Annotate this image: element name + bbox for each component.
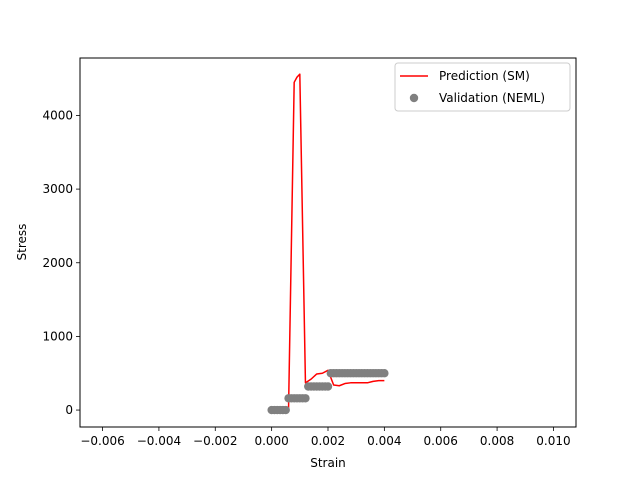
y-tick-label: 1000 xyxy=(42,329,73,343)
y-tick-label: 0 xyxy=(65,403,73,417)
legend-box xyxy=(394,62,571,112)
data-point-validation xyxy=(380,369,389,378)
y-tick-label: 2000 xyxy=(42,256,73,270)
x-tick-label: 0.002 xyxy=(311,434,345,448)
x-tick-label: −0.004 xyxy=(137,434,181,448)
data-point-validation xyxy=(323,382,333,391)
series-line-prediction xyxy=(271,73,385,411)
legend-label-validation: Validation (NEML) xyxy=(439,91,545,105)
y-axis-label: Stress xyxy=(15,224,29,261)
data-point-validation xyxy=(281,405,290,415)
y-tick-label: 3000 xyxy=(42,182,73,196)
x-tick-label: 0.008 xyxy=(480,434,514,448)
y-tick-label: 4000 xyxy=(42,108,73,122)
axis-ticks: −0.006 −0.004 −0.002 0.000 0.002 0.004 0.006 0.… xyxy=(42,108,570,448)
x-tick-label: 0.000 xyxy=(254,434,288,448)
plot-area xyxy=(267,73,389,415)
x-axis-label: Strain xyxy=(310,456,346,470)
x-tick-label: 0.004 xyxy=(367,434,401,448)
x-tick-label: 0.010 xyxy=(536,434,570,448)
data-point-validation xyxy=(301,394,310,403)
legend-label-prediction: Prediction (SM) xyxy=(439,69,530,83)
x-tick-label: −0.002 xyxy=(193,434,237,448)
x-tick-label: −0.006 xyxy=(80,434,124,448)
legend: Prediction (SM) Validation (NEML) xyxy=(394,62,571,112)
legend-swatch-validation xyxy=(409,93,419,103)
x-tick-label: 0.006 xyxy=(424,434,458,448)
